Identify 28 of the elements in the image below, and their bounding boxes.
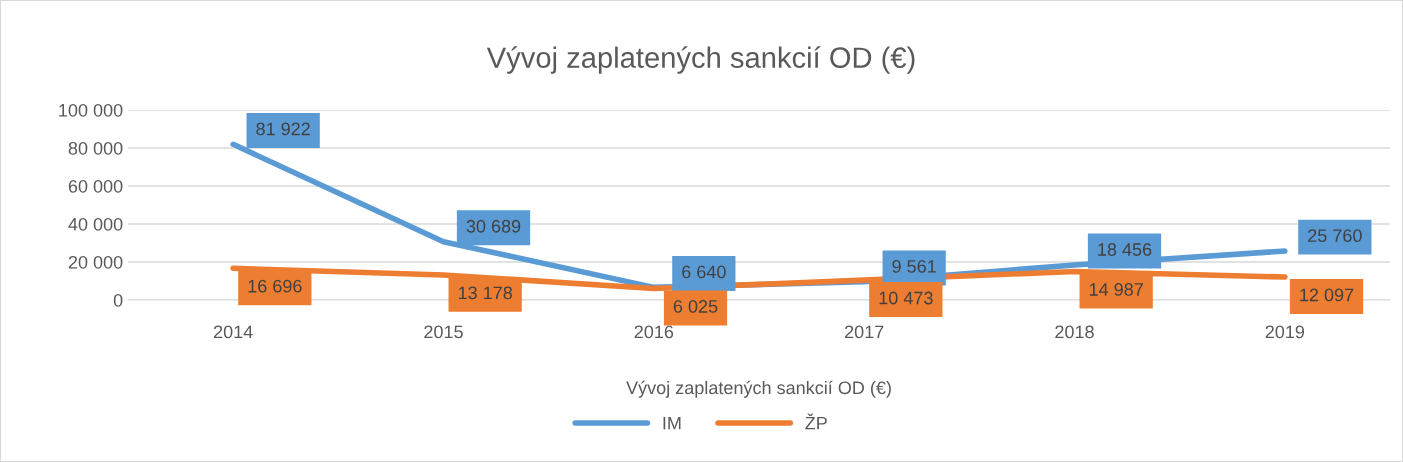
data-label: 12 097 [1300, 288, 1354, 302]
data-label: 14 987 [1089, 283, 1143, 296]
x-tick-label: 2015 [424, 325, 463, 339]
x-tick-label: 2016 [634, 325, 674, 339]
x-tick-label: 2019 [1265, 325, 1305, 339]
x-tick-label: 2014 [213, 325, 253, 339]
y-tick-label: 20 000 [68, 255, 123, 269]
data-label: 9 561 [892, 260, 936, 273]
data-label: 10 473 [879, 291, 933, 305]
x-tick-label: 2017 [844, 325, 884, 339]
y-tick-label: 100 000 [59, 103, 123, 117]
y-tick-label: 60 000 [68, 179, 123, 193]
data-label: 30 689 [466, 219, 521, 233]
data-label: 6 025 [673, 300, 718, 313]
y-tick-label: 0 [113, 293, 123, 307]
data-label: 6 640 [682, 265, 726, 279]
data-label: 81 922 [256, 122, 310, 136]
y-tick-label: 80 000 [68, 141, 123, 155]
legend-label: ŽP [805, 413, 827, 430]
chart-title: Vývoj zaplatených sankcií OD (€) [486, 46, 915, 74]
x-tick-label: 2018 [1055, 325, 1094, 339]
y-tick-label: 40 000 [68, 217, 123, 231]
data-label: 18 456 [1098, 243, 1152, 256]
x-axis-title: Vývoj zaplatených sankcií OD (€) [626, 380, 891, 398]
data-label: 25 760 [1308, 229, 1362, 243]
legend-label: IM [663, 416, 681, 430]
data-label: 13 178 [458, 286, 512, 300]
data-label: 16 696 [248, 279, 302, 293]
